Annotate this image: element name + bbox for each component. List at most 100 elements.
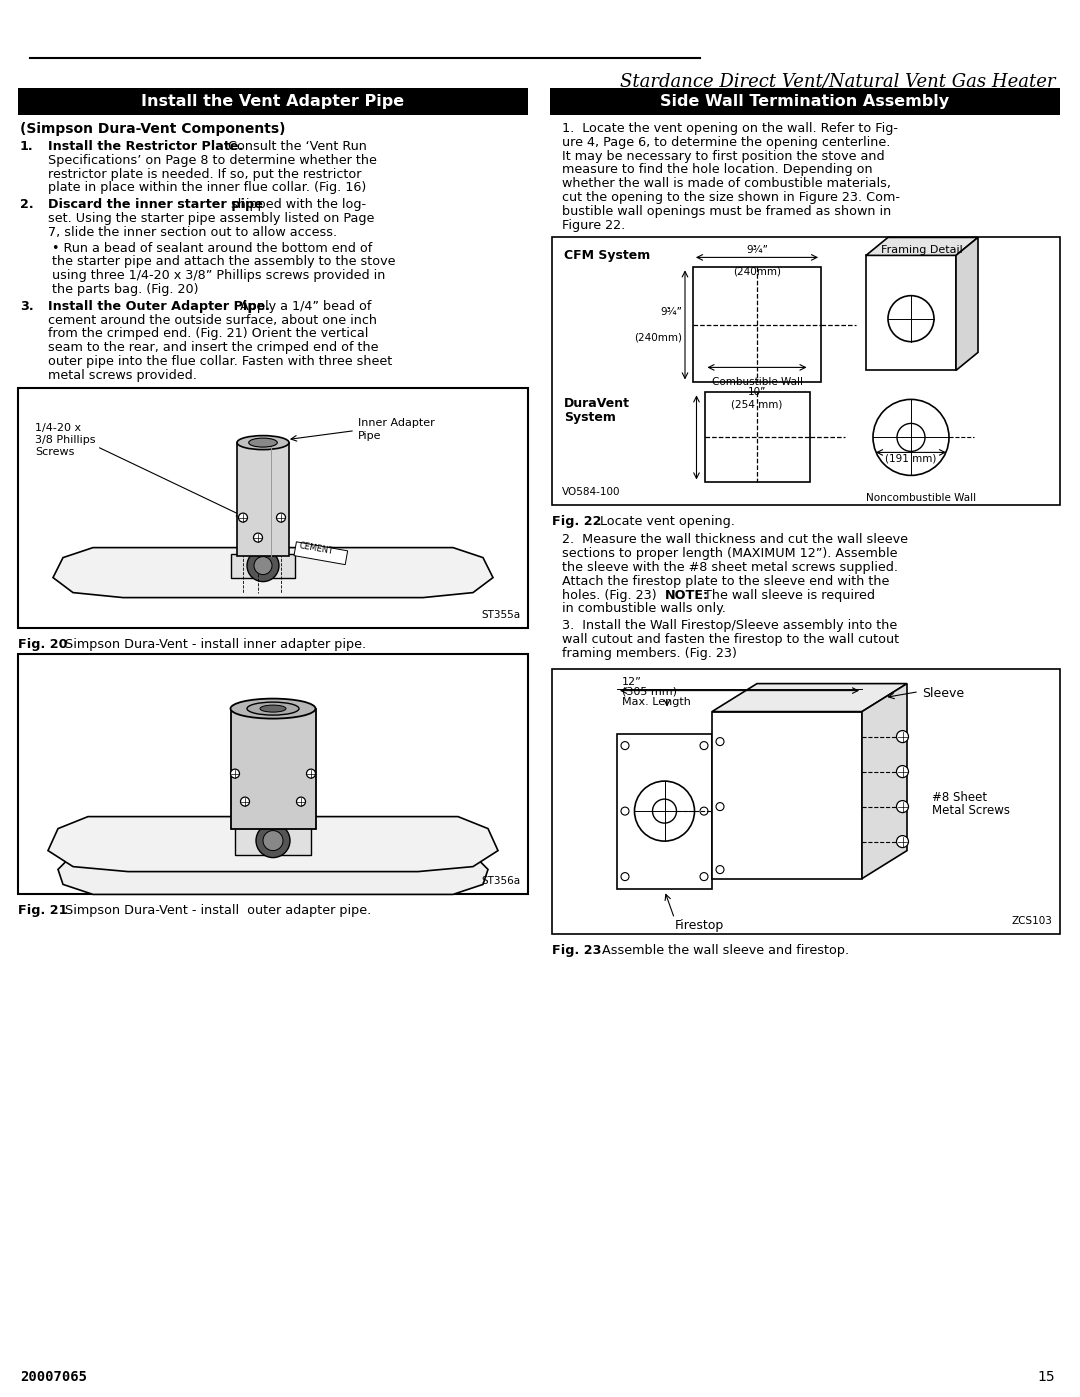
Circle shape [896,731,908,743]
Bar [552,669,1059,933]
Text: CEMENT: CEMENT [298,541,334,556]
Text: whether the wall is made of combustible materials,: whether the wall is made of combustible … [562,177,891,190]
Text: ZCS103: ZCS103 [1011,915,1052,926]
Circle shape [700,873,708,880]
Text: Fig. 22: Fig. 22 [552,515,602,528]
Text: measure to find the hole location. Depending on: measure to find the hole location. Depen… [562,163,873,176]
Circle shape [700,807,708,814]
Text: 1.: 1. [21,140,33,154]
Text: It may be necessary to first position the stove and: It may be necessary to first position th… [562,149,885,162]
Text: Fig. 20: Fig. 20 [18,637,67,651]
Polygon shape [862,683,907,879]
Bar [18,654,528,894]
Text: (240mm): (240mm) [634,332,681,342]
Text: 9¾”: 9¾” [746,246,768,256]
Circle shape [716,738,724,746]
Circle shape [256,824,291,858]
Polygon shape [866,237,978,256]
Text: 12”: 12” [622,676,642,686]
Text: sections to proper length (MAXIMUM 12”). Assemble: sections to proper length (MAXIMUM 12”).… [562,548,897,560]
Ellipse shape [260,705,286,712]
Text: from the crimped end. (Fig. 21) Orient the vertical: from the crimped end. (Fig. 21) Orient t… [48,327,368,341]
Text: 7½”: 7½” [900,441,922,451]
Circle shape [896,766,908,778]
Circle shape [239,513,247,522]
Text: Metal Screws: Metal Screws [932,805,1010,817]
Text: outer pipe into the flue collar. Fasten with three sheet: outer pipe into the flue collar. Fasten … [48,355,392,367]
Text: 3/8 Phillips: 3/8 Phillips [35,434,95,444]
Ellipse shape [237,436,289,450]
Circle shape [896,835,908,848]
Text: holes. (Fig. 23): holes. (Fig. 23) [562,588,669,602]
Text: CFM System: CFM System [564,250,650,263]
Text: Consult the ‘Vent Run: Consult the ‘Vent Run [224,140,367,154]
Circle shape [307,770,315,778]
Text: cut the opening to the size shown in Figure 23. Com-: cut the opening to the size shown in Fig… [562,191,900,204]
Text: 7, slide the inner section out to allow access.: 7, slide the inner section out to allow … [48,226,337,239]
Ellipse shape [230,698,315,718]
Text: framing members. (Fig. 23): framing members. (Fig. 23) [562,647,737,659]
Text: 10”: 10” [747,387,766,397]
Text: Side Wall Termination Assembly: Side Wall Termination Assembly [661,94,949,109]
Text: • Run a bead of sealant around the bottom end of: • Run a bead of sealant around the botto… [52,242,373,254]
Text: 2.  Measure the wall thickness and cut the wall sleeve: 2. Measure the wall thickness and cut th… [562,534,908,546]
Circle shape [896,800,908,813]
Text: bustible wall openings must be framed as shown in: bustible wall openings must be framed as… [562,205,891,218]
Text: ure 4, Page 6, to determine the opening centerline.: ure 4, Page 6, to determine the opening … [562,136,890,149]
Text: restrictor plate is needed. If so, put the restrictor: restrictor plate is needed. If so, put t… [48,168,362,180]
Text: set. Using the starter pipe assembly listed on Page: set. Using the starter pipe assembly lis… [48,212,375,225]
Text: (191 mm): (191 mm) [886,454,936,464]
Circle shape [254,534,262,542]
Text: Inner Adapter: Inner Adapter [357,418,435,427]
Polygon shape [58,844,488,894]
Text: (240mm): (240mm) [733,267,781,277]
Text: NOTE:: NOTE: [665,588,710,602]
Text: Max. Length: Max. Length [622,697,691,707]
Text: Screws: Screws [35,447,75,457]
Polygon shape [48,817,498,872]
Text: Simpson Dura-Vent - install inner adapter pipe.: Simpson Dura-Vent - install inner adapte… [57,637,366,651]
Text: Combustible Wall: Combustible Wall [712,377,802,387]
Text: System: System [564,411,616,425]
Circle shape [247,549,279,581]
Text: Attach the firestop plate to the sleeve end with the: Attach the firestop plate to the sleeve … [562,574,889,588]
Text: the starter pipe and attach the assembly to the stove: the starter pipe and attach the assembly… [52,256,395,268]
Text: Stardance Direct Vent/Natural Vent Gas Heater: Stardance Direct Vent/Natural Vent Gas H… [620,73,1055,89]
Bar [235,827,311,855]
Bar [18,387,528,627]
Bar [230,708,315,828]
Text: Framing Detail: Framing Detail [881,246,963,256]
Circle shape [873,400,949,475]
Text: Pipe: Pipe [357,430,381,440]
Bar [550,88,1059,115]
Circle shape [897,423,924,451]
Text: shipped with the log-: shipped with the log- [227,198,366,211]
Circle shape [700,742,708,750]
Text: 1.  Locate the vent opening on the wall. Refer to Fig-: 1. Locate the vent opening on the wall. … [562,122,897,136]
Text: 2.: 2. [21,198,33,211]
Text: VO584-100: VO584-100 [562,488,621,497]
Text: cement around the outside surface, about one inch: cement around the outside surface, about… [48,313,377,327]
Text: Figure 22.: Figure 22. [562,218,625,232]
Polygon shape [53,548,492,598]
Text: Discard the inner starter pipe: Discard the inner starter pipe [48,198,262,211]
Text: Firestop: Firestop [675,919,724,932]
Text: ST356a: ST356a [481,876,519,886]
Circle shape [621,807,629,814]
Text: Install the Restrictor Plate.: Install the Restrictor Plate. [48,140,243,154]
Bar [866,256,956,370]
Text: #8 Sheet: #8 Sheet [932,791,987,805]
Text: 9¾”: 9¾” [660,307,681,317]
Bar [552,237,1059,506]
Circle shape [297,798,306,806]
Text: Noncombustible Wall: Noncombustible Wall [866,493,976,503]
Bar [294,542,348,564]
Bar [617,733,712,888]
Polygon shape [712,683,907,711]
Text: Sleeve: Sleeve [922,686,964,700]
Bar [18,88,528,115]
Text: Install the Outer Adapter Pipe.: Install the Outer Adapter Pipe. [48,300,270,313]
Text: DuraVent: DuraVent [564,397,630,411]
Circle shape [621,873,629,880]
Circle shape [241,798,249,806]
